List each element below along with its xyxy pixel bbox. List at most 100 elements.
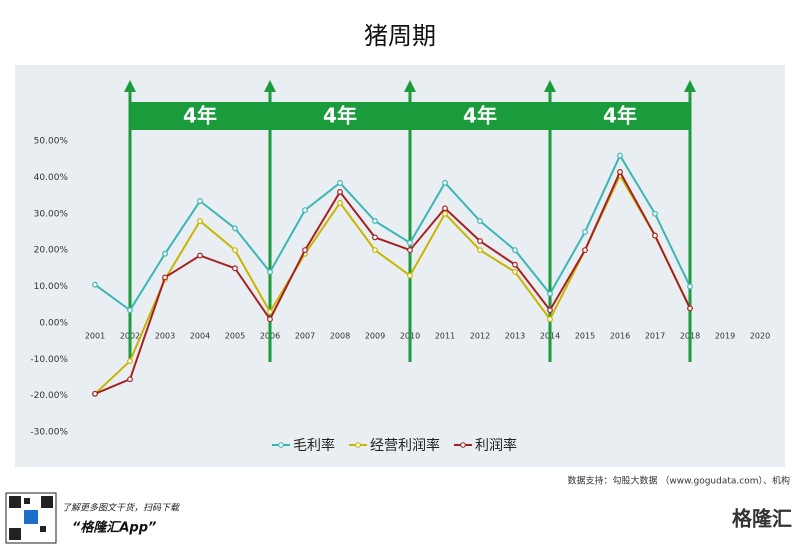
data-point (372, 234, 378, 241)
series-line (94, 153, 691, 312)
data-point (337, 199, 343, 206)
footer-app: “格隆汇App” (72, 520, 156, 536)
data-point (372, 218, 378, 224)
legend-label: 经营利润率 (370, 437, 440, 454)
legend-swatch-dot (355, 442, 361, 448)
x-tick-label: 2001 (85, 332, 105, 341)
x-tick-label: 2009 (365, 332, 385, 341)
data-point (197, 252, 203, 259)
data-point (477, 218, 483, 224)
y-tick-label: 30.00% (34, 209, 69, 219)
data-point (687, 305, 693, 312)
data-point (127, 376, 133, 383)
data-point (127, 358, 133, 364)
footer-note: 了解更多图文干货，扫码下载 (62, 503, 180, 514)
data-point (547, 316, 553, 323)
data-point (232, 225, 238, 232)
footer (0, 490, 800, 547)
data-point (442, 205, 448, 212)
chart-title: 猪周期 (364, 22, 436, 50)
data-point (162, 250, 168, 257)
source: 数据支持：勾股大数据 （www.gogudata.com）、机构 (568, 475, 790, 487)
x-tick-label: 2008 (330, 332, 350, 341)
arrow-head (684, 80, 696, 92)
data-point (232, 265, 238, 272)
data-point (407, 247, 413, 254)
x-tick-label: 2015 (575, 332, 595, 341)
x-tick-label: 2019 (715, 332, 735, 341)
legend-label: 毛利率 (293, 437, 335, 454)
data-point (372, 247, 378, 254)
data-point (512, 269, 518, 275)
cycle-banner (130, 102, 270, 130)
data-point (547, 307, 553, 314)
legend-swatch-dot (460, 442, 466, 448)
data-point (302, 247, 308, 254)
y-tick-label: -10.00% (30, 355, 68, 365)
data-point (512, 261, 518, 268)
y-tick-label: -30.00% (30, 428, 68, 438)
data-point (617, 169, 623, 175)
x-tick-label: 2007 (295, 332, 315, 341)
data-point (617, 152, 623, 159)
x-tick-label: 2016 (610, 332, 630, 341)
cycle-label: 4年 (463, 104, 497, 128)
data-point (652, 210, 658, 217)
data-point (512, 247, 518, 254)
cycle-label: 4年 (603, 104, 637, 128)
y-tick-label: 20.00% (34, 246, 69, 256)
y-tick-label: 10.00% (34, 282, 69, 292)
cycle-label: 4年 (183, 104, 217, 128)
y-tick-label: 40.00% (34, 173, 69, 183)
data-point (547, 290, 553, 297)
cycle-label: 4年 (323, 104, 357, 128)
data-point (267, 269, 273, 275)
x-tick-label: 2012 (470, 332, 490, 341)
data-point (162, 274, 168, 281)
data-point (652, 232, 658, 239)
data-point (442, 179, 448, 186)
data-point (267, 309, 273, 315)
data-point (92, 390, 98, 397)
qr-code (5, 492, 57, 544)
y-tick-label: 0.00% (39, 318, 68, 328)
data-point (302, 207, 308, 214)
legend-label: 利润率 (475, 437, 517, 454)
x-tick-label: 2003 (155, 332, 175, 341)
data-point (477, 247, 483, 254)
arrow-head (544, 80, 556, 92)
x-tick-label: 2020 (750, 332, 770, 341)
data-point (92, 281, 98, 288)
x-tick-label: 2004 (190, 332, 210, 341)
data-point (337, 179, 343, 186)
arrow-head (404, 80, 416, 92)
plot-panel (15, 65, 785, 467)
footer-brand: 格隆汇 (732, 507, 792, 531)
data-point (407, 272, 413, 279)
data-point (582, 229, 588, 235)
data-point (442, 210, 448, 217)
data-point (477, 238, 483, 244)
arrow-head (264, 80, 276, 92)
data-point (197, 198, 203, 204)
legend-swatch-dot (278, 442, 284, 448)
cycle-banner (410, 102, 550, 130)
data-point (127, 307, 133, 314)
cycle-banner (270, 102, 410, 130)
x-tick-label: 2005 (225, 332, 245, 341)
x-tick-label: 2013 (505, 332, 525, 341)
data-point (407, 239, 413, 246)
data-point (687, 283, 693, 290)
data-point (267, 316, 273, 323)
x-tick-label: 2011 (435, 332, 455, 341)
arrow-head (124, 80, 136, 92)
y-tick-label: -20.00% (30, 391, 68, 401)
data-point (582, 247, 588, 254)
data-point (232, 247, 238, 254)
y-tick-label: 50.00% (34, 137, 69, 147)
x-tick-label: 2017 (645, 332, 665, 341)
cycle-banner (550, 102, 690, 130)
data-point (197, 218, 203, 224)
series-line (94, 169, 691, 395)
